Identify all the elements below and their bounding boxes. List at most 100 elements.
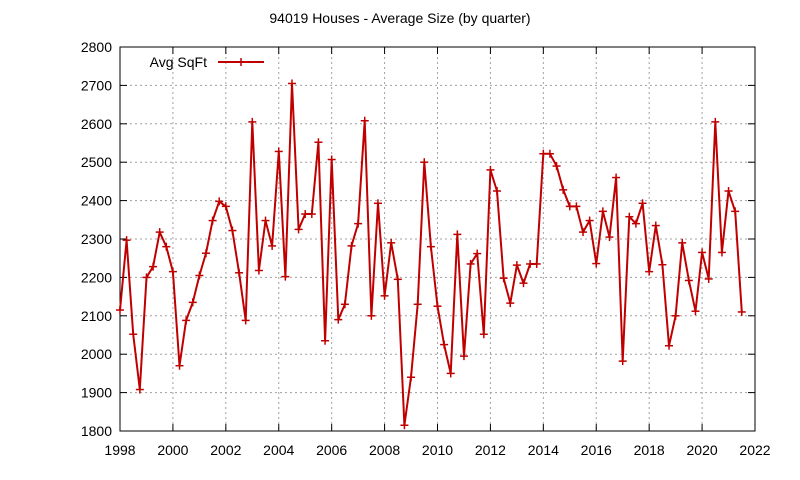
data-point — [155, 228, 164, 237]
data-point — [486, 165, 495, 174]
data-point — [254, 266, 263, 275]
data-point — [711, 117, 720, 126]
data-point — [201, 249, 210, 258]
data-point — [731, 207, 740, 216]
data-point — [671, 311, 680, 320]
data-point — [631, 219, 640, 228]
data-point — [215, 197, 224, 206]
axes — [119, 46, 756, 432]
x-tick-label: 2002 — [210, 442, 241, 458]
data-point — [314, 138, 323, 147]
data-point — [228, 226, 237, 235]
data-point — [446, 369, 455, 378]
data-point — [532, 259, 541, 268]
y-tick-label: 2800 — [81, 39, 112, 55]
data-point — [512, 261, 521, 270]
data-point — [572, 202, 581, 211]
y-tick-label: 2300 — [81, 231, 112, 247]
data-point — [387, 238, 396, 247]
y-tick-label: 2200 — [81, 269, 112, 285]
data-point — [400, 421, 409, 430]
data-point — [440, 340, 449, 349]
legend-label: Avg SqFt — [150, 54, 207, 70]
data-point — [162, 242, 171, 251]
data-point — [665, 341, 674, 350]
data-point — [248, 117, 257, 126]
data-point — [116, 306, 124, 315]
x-tick-label: 2018 — [634, 442, 665, 458]
data-point — [287, 79, 296, 88]
data-point — [334, 315, 343, 324]
data-point — [294, 225, 303, 234]
data-point — [208, 216, 217, 225]
data-point — [340, 300, 349, 309]
data-point — [274, 147, 283, 156]
data-point — [651, 221, 660, 230]
data-point — [585, 216, 594, 225]
data-point — [499, 274, 508, 283]
x-tick-label: 2020 — [687, 442, 718, 458]
data-point — [638, 199, 647, 208]
data-point — [519, 279, 528, 288]
x-tick-label: 2010 — [422, 442, 453, 458]
data-point — [347, 241, 356, 250]
data-point — [129, 330, 138, 339]
x-tick-label: 2012 — [475, 442, 506, 458]
data-point — [645, 267, 654, 276]
data-point — [658, 260, 667, 269]
data-point — [420, 158, 429, 167]
data-point — [459, 352, 468, 361]
data-point — [354, 219, 363, 228]
data-point — [188, 298, 197, 307]
data-point — [618, 357, 627, 366]
chart-title: 94019 Houses - Average Size (by quarter) — [269, 10, 530, 26]
data-point — [466, 259, 475, 268]
data-point — [506, 299, 515, 308]
data-point — [433, 302, 442, 311]
data-point — [724, 187, 733, 195]
data-point — [684, 276, 693, 285]
data-point — [360, 116, 369, 125]
y-tick-label: 2500 — [81, 154, 112, 170]
grid — [120, 47, 755, 431]
data-point — [241, 316, 250, 325]
x-tick-label: 2004 — [263, 442, 294, 458]
data-point — [122, 236, 131, 245]
data-point — [479, 330, 488, 339]
x-tick-label: 2022 — [739, 442, 770, 458]
data-point — [605, 233, 614, 242]
data-point — [321, 336, 330, 345]
data-point — [737, 307, 746, 316]
data-point — [261, 216, 270, 225]
data-point — [559, 185, 568, 194]
data-point — [691, 307, 700, 316]
data-point — [698, 248, 707, 257]
data-point — [168, 267, 177, 276]
data-point — [149, 262, 158, 271]
data-point — [598, 207, 607, 216]
x-tick-label: 2016 — [581, 442, 612, 458]
y-tick-label: 2600 — [81, 116, 112, 132]
data-point — [579, 228, 588, 237]
data-point — [717, 248, 726, 257]
data-point — [592, 259, 601, 268]
y-tick-label: 2400 — [81, 193, 112, 209]
data-point — [407, 373, 416, 382]
y-tick-label: 2000 — [81, 346, 112, 362]
data-point — [453, 230, 462, 239]
y-tick-label: 1900 — [81, 385, 112, 401]
data-point — [135, 385, 144, 394]
data-point — [545, 149, 554, 158]
data-point — [625, 212, 634, 221]
data-point — [678, 238, 687, 247]
data-point — [307, 210, 316, 219]
legend: Avg SqFt — [150, 54, 264, 70]
data-point — [327, 155, 336, 164]
data-point — [221, 202, 230, 211]
series-layer — [116, 79, 746, 430]
x-tick-label: 2006 — [316, 442, 347, 458]
data-point — [393, 275, 402, 284]
data-point — [426, 242, 435, 251]
